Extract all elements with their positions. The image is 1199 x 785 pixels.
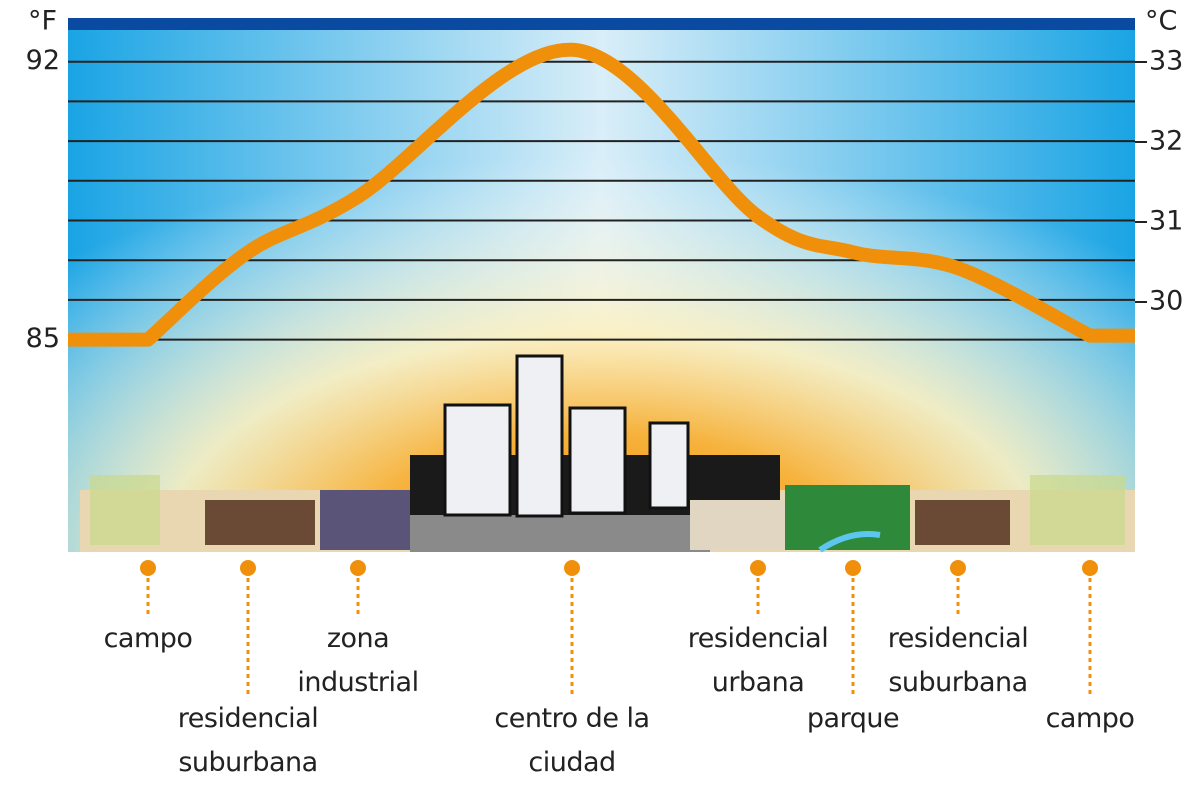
- location-dot: [140, 560, 156, 576]
- page: °F °C 859230313233 (() => { const data =…: [0, 0, 1199, 781]
- building: [570, 408, 625, 513]
- field: [1030, 475, 1125, 545]
- y2-tick-label: 30: [1149, 286, 1183, 317]
- x-tick-label: centro de la ciudad: [472, 697, 672, 785]
- location-dot: [750, 560, 766, 576]
- y2-tick-label: 32: [1149, 126, 1183, 157]
- y2-tick-label: 33: [1149, 46, 1183, 77]
- location-dot: [564, 560, 580, 576]
- x-tick-label: campo: [58, 617, 238, 661]
- park: [785, 485, 910, 550]
- y-axis-label: °F: [28, 6, 57, 37]
- x-tick-label: residencial suburbana: [868, 617, 1048, 705]
- houses: [915, 500, 1010, 545]
- y-tick-label: 92: [26, 45, 60, 76]
- x-tick-label: zona industrial: [268, 617, 448, 705]
- building: [517, 356, 562, 516]
- location-dot: [240, 560, 256, 576]
- street: [410, 515, 710, 552]
- location-dot: [845, 560, 861, 576]
- x-tick-label: residencial urbana: [668, 617, 848, 705]
- y-tick-label: 85: [26, 323, 60, 354]
- x-tick-label: residencial suburbana: [158, 697, 338, 785]
- location-dot: [350, 560, 366, 576]
- houses: [205, 500, 315, 545]
- location-dot: [1082, 560, 1098, 576]
- location-dot: [950, 560, 966, 576]
- top-bar: [68, 18, 1135, 30]
- factory: [320, 490, 415, 550]
- y2-tick-label: 31: [1149, 206, 1183, 237]
- field: [90, 475, 160, 545]
- building: [445, 405, 510, 515]
- building: [650, 423, 688, 508]
- y2-axis-label: °C: [1145, 6, 1177, 37]
- x-tick-label: campo: [1000, 697, 1180, 741]
